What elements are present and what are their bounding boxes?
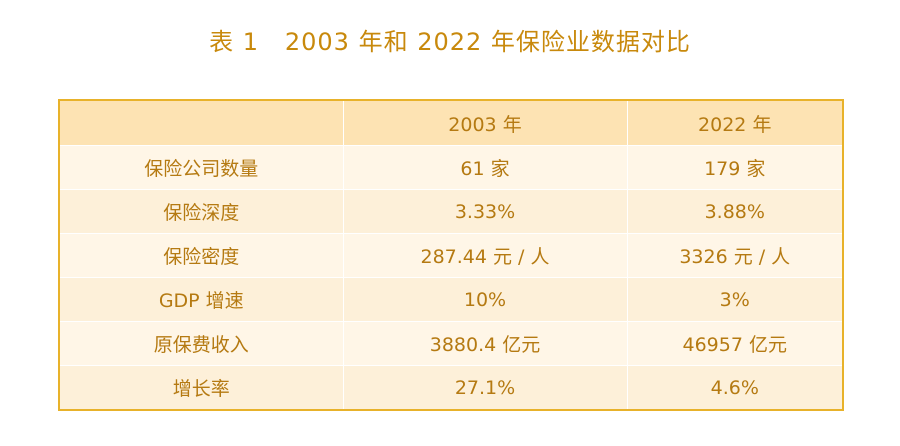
- row-label: 增长率: [58, 365, 344, 411]
- table-row: 保险公司数量 61 家 179 家: [58, 145, 844, 190]
- cell-2003: 287.44 元 / 人: [342, 233, 628, 278]
- table-row: 增长率 27.1% 4.6%: [58, 365, 844, 411]
- row-label: 原保费收入: [58, 321, 344, 366]
- cell-2003: 3.33%: [342, 189, 628, 234]
- cell-2003: 27.1%: [342, 365, 628, 411]
- table-title: 表 1 2003 年和 2022 年保险业数据对比: [209, 28, 691, 56]
- insurance-comparison-table: 2003 年 2022 年 保险公司数量 61 家 179 家 保险深度 3.3…: [58, 99, 844, 411]
- header-cell-label: [58, 99, 344, 146]
- cell-2022: 46957 亿元: [626, 321, 844, 366]
- row-label: 保险公司数量: [58, 145, 344, 190]
- cell-2022: 179 家: [626, 145, 844, 190]
- cell-2022: 3%: [626, 277, 844, 322]
- header-cell-2003: 2003 年: [342, 99, 628, 146]
- row-label: GDP 增速: [58, 277, 344, 322]
- cell-2022: 3.88%: [626, 189, 844, 234]
- cell-2003: 10%: [342, 277, 628, 322]
- row-label: 保险深度: [58, 189, 344, 234]
- table-header-row: 2003 年 2022 年: [58, 99, 844, 146]
- table-row: 保险深度 3.33% 3.88%: [58, 189, 844, 234]
- cell-2003: 3880.4 亿元: [342, 321, 628, 366]
- table-row: GDP 增速 10% 3%: [58, 277, 844, 322]
- cell-2003: 61 家: [342, 145, 628, 190]
- table-row: 原保费收入 3880.4 亿元 46957 亿元: [58, 321, 844, 366]
- cell-2022: 3326 元 / 人: [626, 233, 844, 278]
- table-row: 保险密度 287.44 元 / 人 3326 元 / 人: [58, 233, 844, 278]
- header-cell-2022: 2022 年: [626, 99, 844, 146]
- cell-2022: 4.6%: [626, 365, 844, 411]
- row-label: 保险密度: [58, 233, 344, 278]
